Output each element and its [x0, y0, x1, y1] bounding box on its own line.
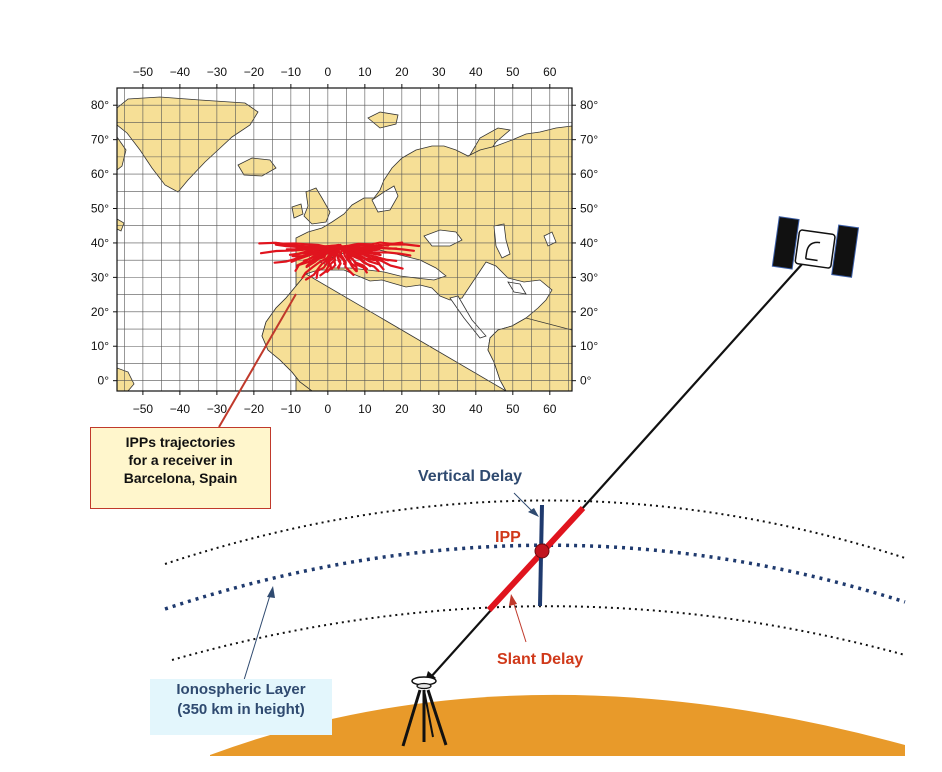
callout-line: Ionospheric Layer	[176, 681, 306, 698]
world-map: −50 −50 −40 −40 −30 −30 −20 −20 −10 −10 0 0 10 10 20 20…	[91, 65, 599, 416]
map-y-tick-label: 50°	[91, 202, 109, 216]
ipp-trajectory	[337, 244, 358, 273]
map-y-tick-label: 30°	[91, 270, 109, 284]
ipp-callout-pointer	[218, 293, 297, 428]
map-y-tick-label: 20°	[580, 305, 598, 319]
vertical-delay-pointer	[513, 492, 535, 514]
ipp-trajectory	[271, 241, 341, 249]
satellite-icon	[771, 216, 860, 278]
map-x-tick-label: −50	[133, 402, 154, 416]
earth-surface	[210, 694, 905, 756]
map-x-tick-label: 30	[432, 402, 446, 416]
map-x-tick-label: −10	[281, 65, 302, 79]
map-x-tick-label: 60	[543, 402, 557, 416]
map-x-tick-label: 20	[395, 65, 409, 79]
map-x-tick-label: −40	[170, 402, 191, 416]
map-x-tick-label: −10	[281, 402, 302, 416]
map-y-tick-label: 70°	[91, 133, 109, 147]
ionosphere-upper-boundary	[164, 499, 906, 565]
map-x-tick-label: 50	[506, 65, 520, 79]
slant-delay-label: Slant Delay	[497, 651, 583, 668]
slant-delay-pointer	[512, 600, 527, 643]
vertical-delay-label: Vertical Delay	[418, 468, 522, 485]
map-x-tick-label: −30	[207, 65, 228, 79]
gnss-receiver-tripod-icon	[401, 676, 448, 747]
callout-line: IPPs trajectories	[125, 434, 236, 450]
ipp-trajectory	[319, 246, 342, 277]
map-y-tick-label: 80°	[580, 98, 598, 112]
map-y-tick-label: 40°	[91, 236, 109, 250]
map-x-tick-label: −50	[133, 65, 154, 79]
map-x-tick-label: 10	[358, 402, 372, 416]
map-y-tick-label: 40°	[580, 236, 598, 250]
vertical-delay-arrowhead	[528, 508, 539, 517]
map-x-tick-label: 60	[543, 65, 557, 79]
map-axis-ticks: −50 −50 −40 −40 −30 −30 −20 −20 −10 −10 0 0 10 10 20 20…	[91, 65, 599, 416]
ipp-trajectories	[258, 241, 421, 281]
map-x-tick-label: 20	[395, 402, 409, 416]
map-x-tick-label: 10	[358, 65, 372, 79]
ipp-trajectory	[336, 244, 385, 271]
map-frame	[116, 87, 573, 392]
ipp-label: IPP	[495, 529, 521, 546]
slant-delay-arrowhead	[509, 594, 517, 606]
callout-line: (350 km in height)	[177, 701, 305, 718]
ipp-point	[534, 543, 550, 559]
map-x-tick-label: 40	[469, 402, 483, 416]
map-x-tick-label: 30	[432, 65, 446, 79]
map-x-tick-label: −30	[207, 402, 228, 416]
map-y-tick-label: 0°	[580, 374, 592, 388]
ionosphere-callout-arrowhead	[267, 586, 275, 598]
map-y-tick-label: 60°	[580, 167, 598, 181]
ipp-trajectories-callout: IPPs trajectories for a receiver in Barc…	[90, 427, 271, 509]
map-x-tick-label: −20	[244, 402, 265, 416]
map-y-tick-label: 60°	[91, 167, 109, 181]
slant-delay-segment	[486, 505, 586, 613]
map-y-tick-label: 80°	[91, 98, 109, 112]
ionospheric-layer-callout: Ionospheric Layer (350 km in height)	[150, 679, 332, 735]
map-x-tick-label: 0	[325, 402, 332, 416]
map-y-tick-label: 30°	[580, 270, 598, 284]
map-graticule	[117, 87, 572, 391]
map-x-tick-label: 0	[325, 65, 332, 79]
ipp-trajectory	[338, 243, 346, 265]
callout-line: for a receiver in	[128, 452, 233, 468]
map-y-tick-label: 70°	[580, 133, 598, 147]
map-y-tick-label: 20°	[91, 305, 109, 319]
map-y-tick-label: 50°	[580, 202, 598, 216]
map-y-tick-label: 10°	[91, 339, 109, 353]
map-x-tick-label: −40	[170, 65, 191, 79]
ionosphere-thin-shell	[164, 543, 906, 611]
callout-line: Barcelona, Spain	[123, 470, 238, 486]
ipp-trajectory	[336, 244, 368, 274]
map-y-tick-label: 10°	[580, 339, 598, 353]
map-y-tick-label: 0°	[98, 374, 110, 388]
ionosphere-callout-pointer	[243, 591, 272, 681]
map-x-tick-label: −20	[244, 65, 265, 79]
map-x-tick-label: 50	[506, 402, 520, 416]
ionosphere-lower-boundary	[171, 605, 906, 661]
map-x-tick-label: 40	[469, 65, 483, 79]
